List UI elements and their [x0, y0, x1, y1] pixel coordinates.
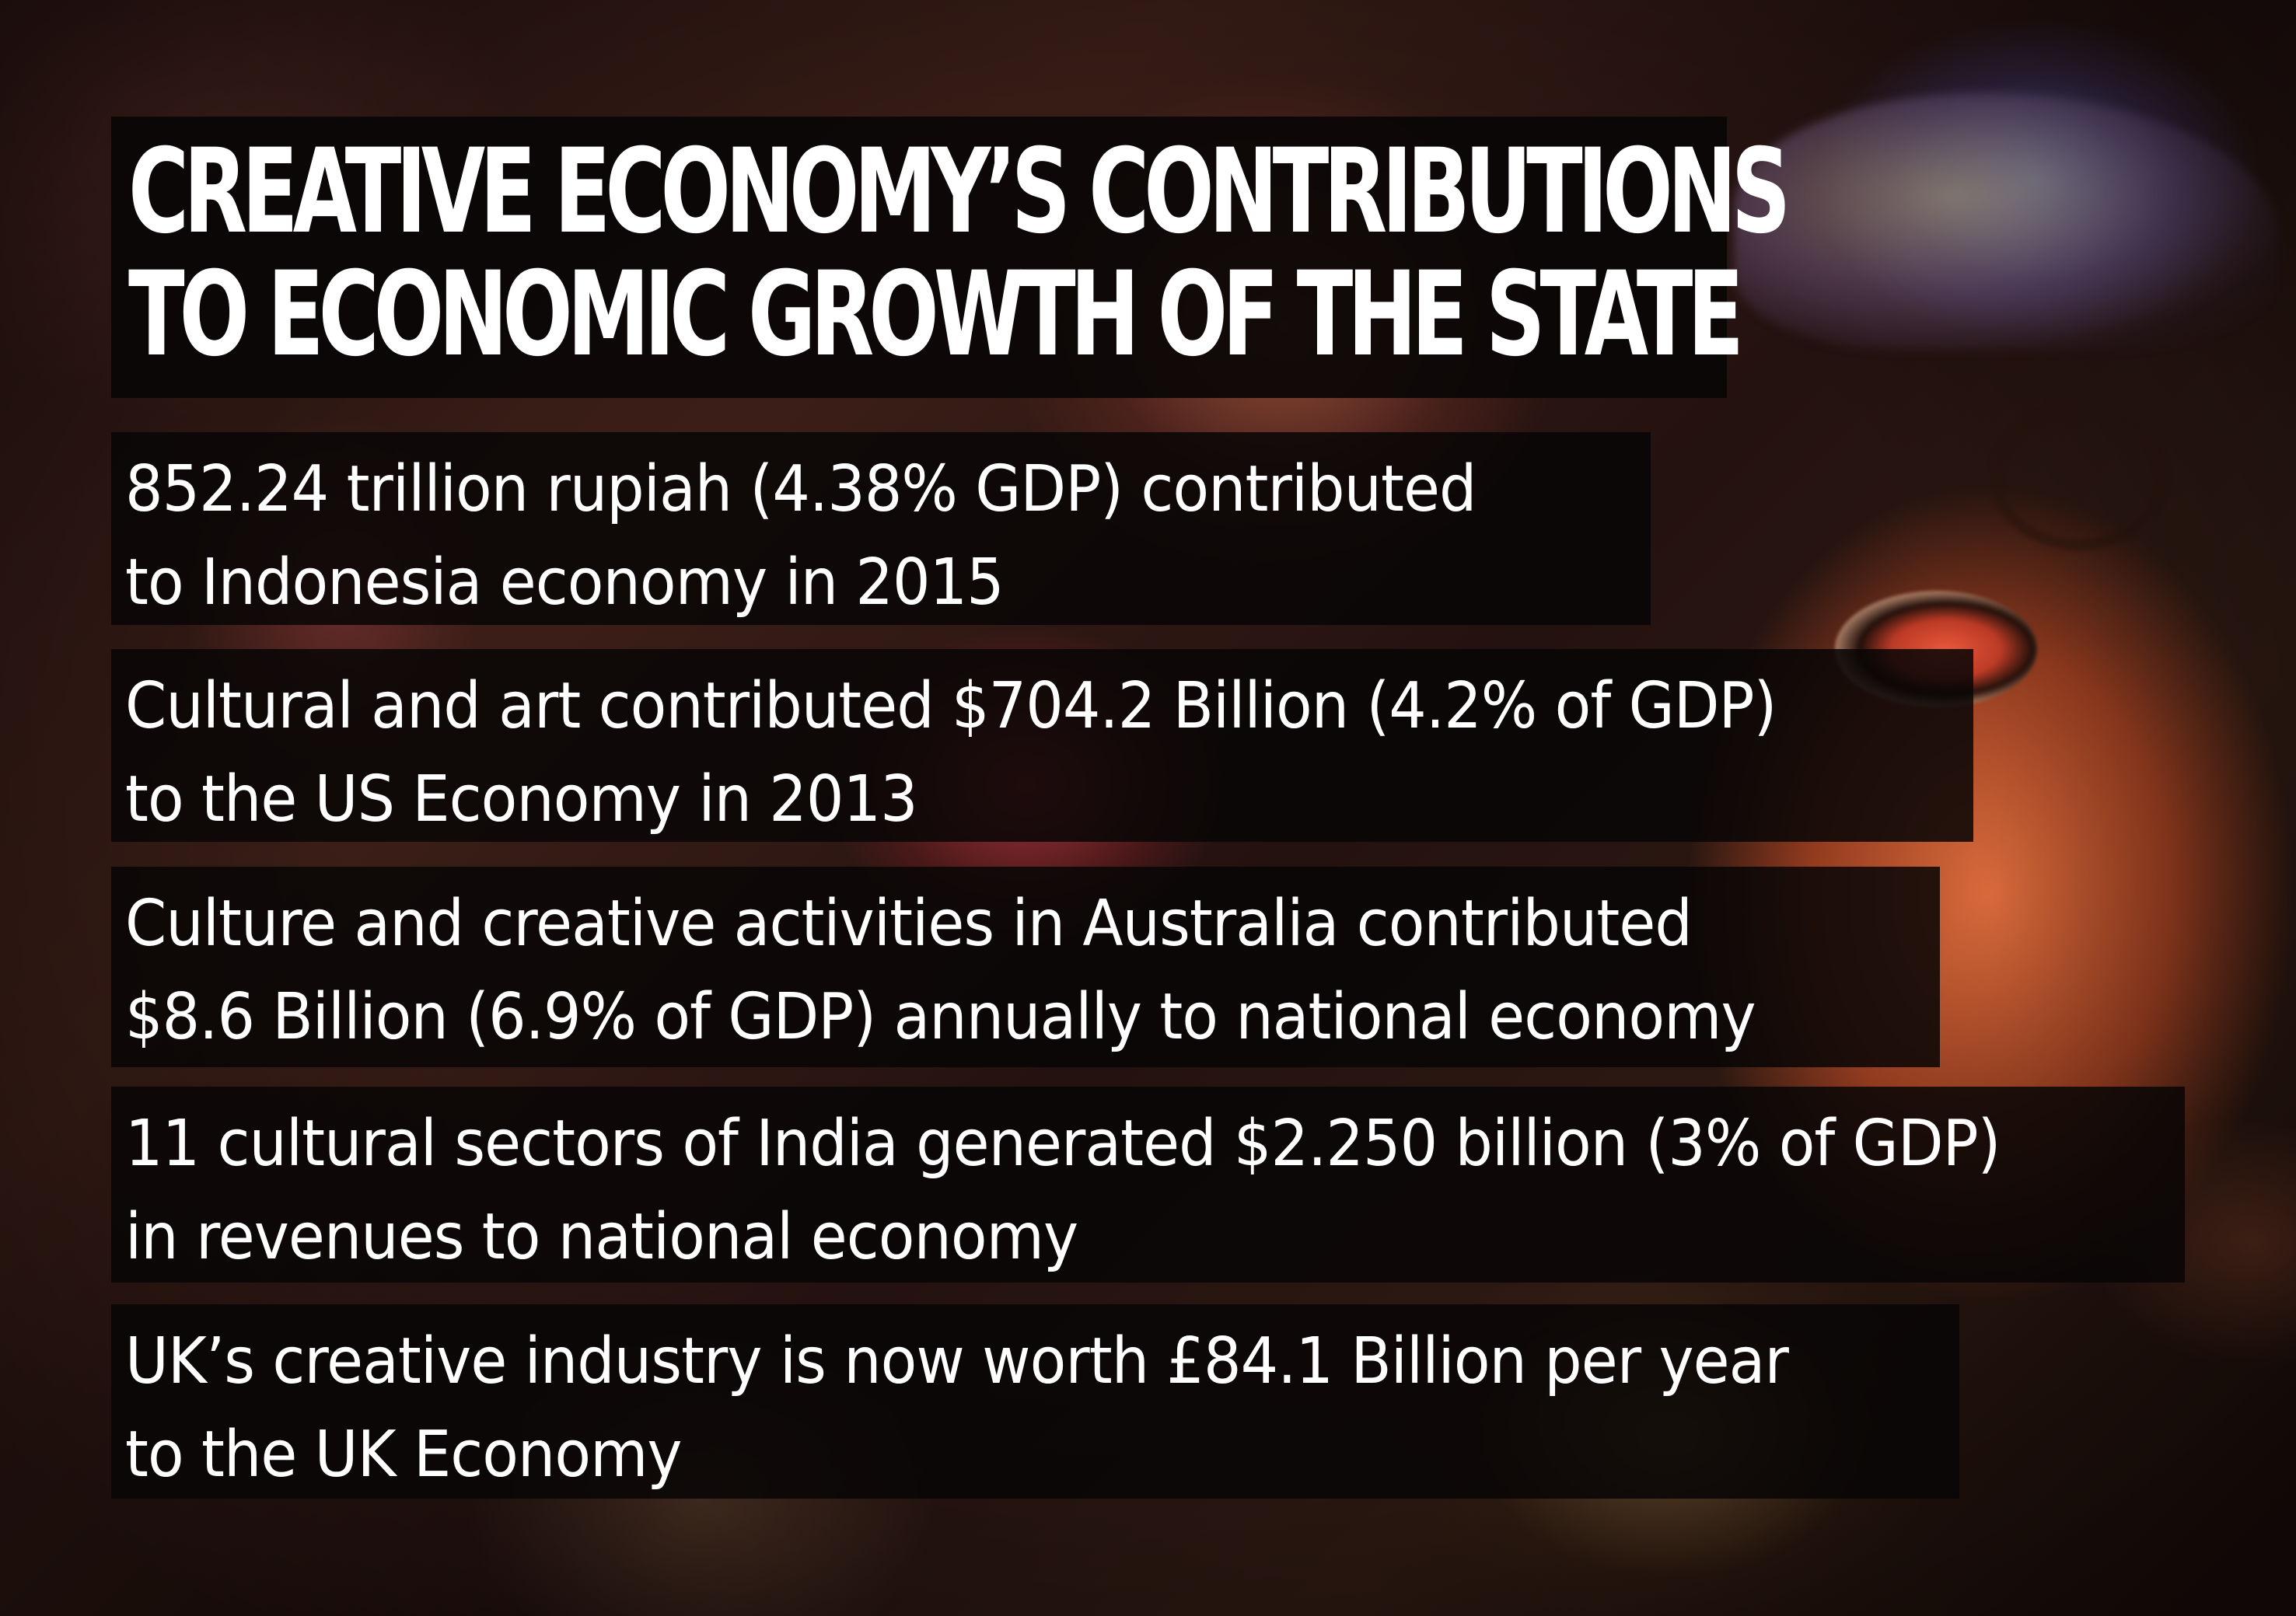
- title-panel: CREATIVE ECONOMY’S CONTRIBUTIONS TO ECON…: [111, 117, 1791, 398]
- fact-india-line-2: in revenues to national economy: [125, 1200, 1078, 1274]
- fact-panel-india: 11 cultural sectors of India generated $…: [111, 1087, 2185, 1283]
- fact-australia-line-1: Culture and creative activities in Austr…: [125, 887, 1693, 961]
- title-line-2: TO ECONOMIC GROWTH OF THE STATE: [128, 247, 1744, 382]
- fact-panel-uk: UK’s creative industry is now worth £84.…: [111, 1304, 1959, 1499]
- fact-india-line-1: 11 cultural sectors of India generated $…: [125, 1107, 2001, 1181]
- fact-panel-us: Cultural and art contributed $704.2 Bill…: [111, 649, 1973, 842]
- fact-panel-indonesia: 852.24 trillion rupiah (4.38% GDP) contr…: [111, 432, 1651, 625]
- fact-panel-australia: Culture and creative activities in Austr…: [111, 867, 1940, 1067]
- title-line-1: CREATIVE ECONOMY’S CONTRIBUTIONS: [128, 124, 1791, 260]
- fact-us-line-2: to the US Economy in 2013: [125, 763, 918, 836]
- fact-indonesia-line-2: to Indonesia economy in 2015: [125, 546, 1005, 620]
- fact-us-line-1: Cultural and art contributed $704.2 Bill…: [125, 669, 1777, 743]
- fact-uk-line-1: UK’s creative industry is now worth £84.…: [125, 1325, 1789, 1398]
- fact-uk-line-2: to the UK Economy: [125, 1418, 683, 1492]
- fact-indonesia-line-1: 852.24 trillion rupiah (4.38% GDP) contr…: [125, 452, 1476, 526]
- fact-australia-line-2: $8.6 Billion (6.9% of GDP) annually to n…: [125, 980, 1756, 1054]
- puppet-headdress: [1734, 93, 2278, 350]
